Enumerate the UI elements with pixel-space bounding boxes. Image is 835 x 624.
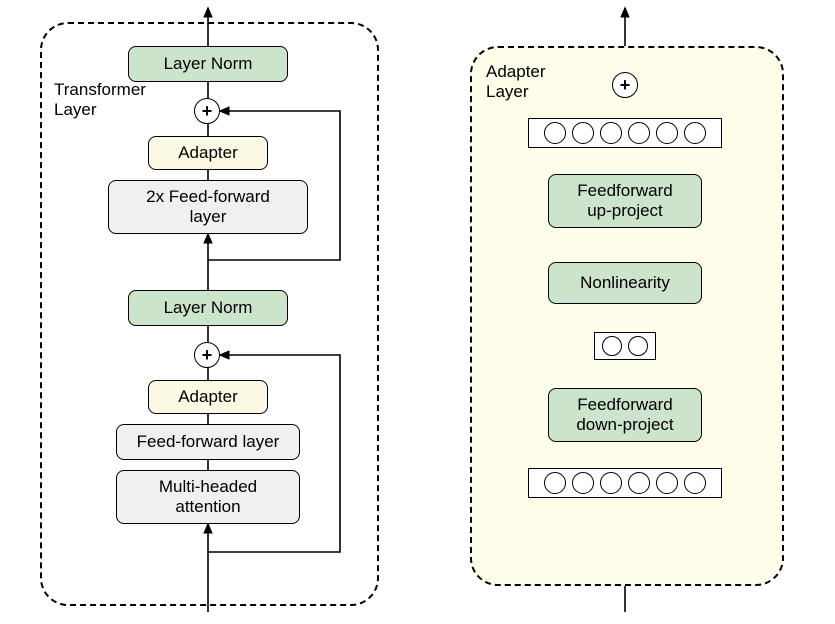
circle: [656, 472, 678, 494]
circle: [572, 472, 594, 494]
multi-headed-attention: Multi-headedattention: [116, 470, 300, 524]
circle: [628, 122, 650, 144]
circle: [684, 472, 706, 494]
circle: [602, 336, 622, 356]
circle: [600, 122, 622, 144]
circle: [656, 122, 678, 144]
nonlinearity: Nonlinearity: [548, 262, 702, 304]
feedforward-layer: Feed-forward layer: [116, 424, 300, 460]
plus-bottom: +: [194, 342, 220, 368]
layer-norm-bottom: Layer Norm: [128, 290, 288, 326]
circle: [600, 472, 622, 494]
feedforward-down-project: Feedforwarddown-project: [548, 388, 702, 442]
feature-row-mid: [594, 332, 656, 360]
adapter-plus: +: [612, 72, 638, 98]
circle: [544, 472, 566, 494]
transformer-layer-label: TransformerLayer: [54, 80, 146, 121]
adapter-bottom: Adapter: [148, 380, 268, 414]
adapter-top: Adapter: [148, 136, 268, 170]
feedforward-2x: 2x Feed-forwardlayer: [108, 180, 308, 234]
circle: [544, 122, 566, 144]
feature-row-top: [528, 118, 722, 148]
plus-top: +: [194, 98, 220, 124]
circle: [628, 336, 648, 356]
layer-norm-top: Layer Norm: [128, 46, 288, 82]
circle: [684, 122, 706, 144]
circle: [628, 472, 650, 494]
feedforward-up-project: Feedforwardup-project: [548, 174, 702, 228]
feature-row-bottom: [528, 468, 722, 498]
adapter-layer-label: AdapterLayer: [486, 62, 546, 103]
circle: [572, 122, 594, 144]
